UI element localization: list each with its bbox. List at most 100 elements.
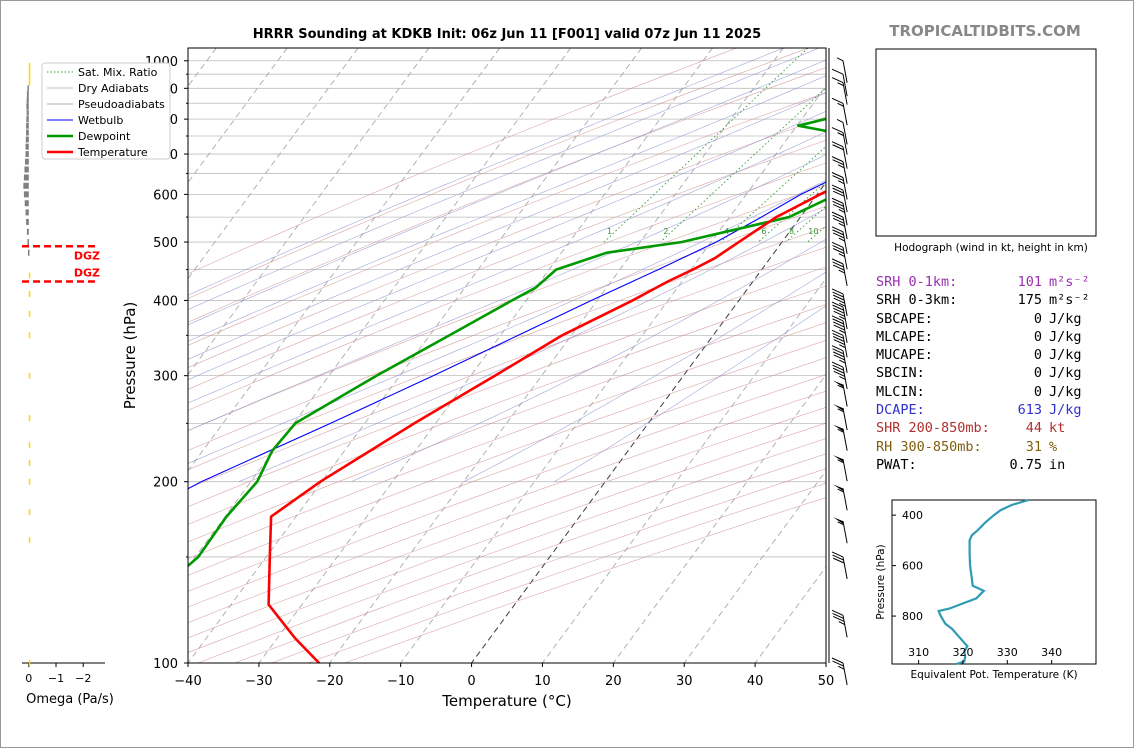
dry-adiabat — [188, 139, 826, 390]
stat-value: 31 — [1025, 438, 1042, 455]
y-axis-label: Pressure (hPa) — [121, 302, 139, 410]
wind-barb-staff — [842, 615, 848, 638]
moist-adiabat — [351, 238, 826, 482]
wind-barb-flag — [832, 261, 844, 268]
stat-unit: J/kg — [1049, 310, 1082, 327]
x-tick-label: −40 — [174, 674, 201, 689]
wind-barb — [833, 517, 848, 544]
omega-bar — [26, 97, 29, 104]
wind-barb-flag — [832, 190, 845, 197]
wind-barb-half-flag — [837, 82, 844, 87]
mixing-ratio-line — [660, 87, 826, 243]
dry-adiabat — [188, 162, 826, 411]
wind-barb-flag — [832, 264, 845, 271]
wind-barb-half-flag — [839, 375, 846, 380]
dry-adiabat — [188, 357, 826, 592]
thetae-x-tick-label: 340 — [1041, 646, 1062, 659]
wind-barb-half-flag — [838, 621, 845, 626]
wind-barb-half-flag — [837, 164, 845, 169]
moist-adiabat — [188, 48, 819, 310]
wind-barb-flag — [831, 288, 844, 295]
omega-bar — [28, 68, 31, 75]
wind-barb — [831, 172, 848, 200]
thetae-frame — [891, 499, 1097, 665]
stats-panel: SRH 0-1km: 101 m²s⁻² SRH 0-3km: 175 m²s⁻² SBCA… — [876, 273, 1096, 474]
stat-unit: in — [1049, 456, 1066, 473]
stat-unit: m²s⁻² — [1049, 292, 1090, 309]
wind-barb — [831, 211, 848, 240]
x-tick-label: 30 — [676, 674, 693, 689]
omega-bar — [28, 442, 31, 449]
thetae-y-tick-label: 800 — [902, 610, 923, 623]
wind-barb-flag — [831, 127, 844, 133]
wind-barb-staff — [842, 293, 848, 317]
stat-label: MLCAPE: — [876, 328, 933, 345]
wind-barb-flag — [832, 612, 844, 619]
thetae-y-tick-label: 600 — [902, 560, 923, 573]
x-tick-label: 40 — [747, 674, 764, 689]
mixing-ratio-label: 6 — [761, 227, 766, 236]
wind-barb-half-flag — [838, 222, 845, 227]
wind-barb-flag — [832, 294, 845, 301]
thetae-x-axis-label: Equivalent Pot. Temperature (K) — [910, 669, 1077, 681]
stat-label: MLCIN: — [876, 383, 925, 400]
wind-barb-staff — [842, 320, 848, 343]
wind-barb-staff — [842, 146, 848, 169]
wind-barb — [831, 301, 848, 330]
wind-barb-flag — [833, 339, 845, 346]
moist-adiabat — [188, 110, 826, 381]
wind-barb-staff — [842, 335, 848, 358]
wind-barb-flag — [831, 329, 844, 336]
dry-adiabat — [188, 92, 826, 346]
x-tick-label: 20 — [605, 674, 622, 689]
omega-bar — [26, 109, 29, 116]
x-tick-label: −20 — [316, 674, 343, 689]
y-tick-label: 600 — [153, 188, 178, 203]
stat-value: 0 — [1033, 365, 1042, 382]
isotherm — [188, 48, 501, 472]
thetae-y-tick-label: 400 — [902, 509, 923, 522]
y-tick-label: 300 — [153, 370, 178, 385]
wind-barb-flag — [831, 226, 844, 233]
wind-barb-flag — [832, 616, 845, 622]
omega-tick-label: −1 — [48, 672, 64, 685]
wind-barb-staff — [842, 82, 848, 105]
stat-label: DCAPE: — [876, 402, 925, 419]
omega-bar — [24, 166, 29, 173]
wind-barb-staff — [842, 350, 848, 373]
wind-barb-flag — [832, 367, 845, 374]
stat-value: 613 — [1017, 402, 1042, 419]
dry-adiabat — [188, 246, 826, 489]
wind-barb-staff — [842, 122, 848, 145]
wind-barb-half-flag — [838, 269, 845, 274]
stat-value: 44 — [1025, 420, 1042, 437]
legend-entry: Wetbulb — [78, 114, 123, 127]
isotherm — [542, 277, 826, 663]
wind-barb — [831, 197, 848, 226]
wind-barb-flag — [832, 660, 844, 667]
wind-barb-half-flag — [839, 302, 846, 307]
omega-bar — [28, 372, 31, 379]
omega-bar — [23, 182, 29, 189]
y-tick-label: 500 — [153, 236, 178, 251]
mixing-ratio-label: 8 — [789, 227, 794, 236]
hodograph-frame — [875, 48, 1097, 237]
wind-barb-flag — [833, 354, 845, 361]
dry-adiabat — [188, 322, 826, 560]
omega-bar — [28, 290, 31, 297]
legend-entry: Temperature — [77, 146, 148, 159]
dry-adiabat — [188, 67, 826, 323]
thetae-line — [937, 498, 1029, 666]
stat-unit: m²s⁻² — [1049, 274, 1090, 290]
moist-adiabat — [188, 48, 784, 296]
omega-bar — [25, 209, 29, 216]
wind-barb-half-flag — [837, 132, 844, 137]
wind-barb-flag — [832, 229, 844, 236]
wind-barb — [833, 484, 848, 511]
wind-barb-pennant — [833, 517, 844, 525]
wind-barb — [831, 361, 848, 390]
dry-adiabat — [188, 226, 826, 471]
omega-bar — [28, 79, 31, 86]
temperature-line — [267, 189, 826, 663]
moist-adiabat — [238, 208, 826, 482]
